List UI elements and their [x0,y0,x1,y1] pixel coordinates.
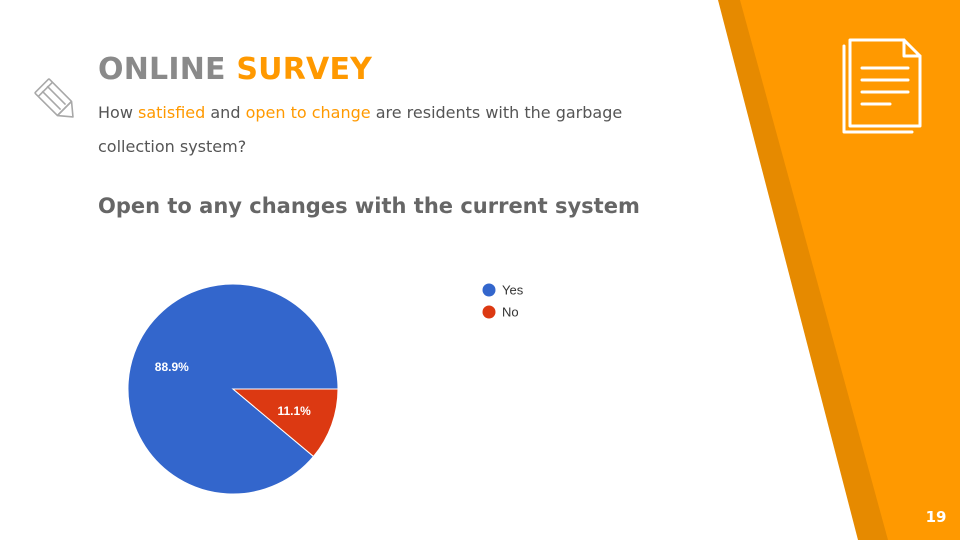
subtitle-text-3: are residents with the garbage collectio… [98,103,623,156]
pencil-icon [34,78,74,118]
legend-marker-yes [482,283,496,297]
pie-slice-no [231,388,339,458]
subtitle-text-1: How [98,103,138,122]
chart-title: Open to any changes with the current sys… [98,194,640,218]
page-number: 19 [925,508,947,526]
subtitle-highlight-open-to-change: open to change [245,103,371,122]
pie-label-yes: 88.9% [155,360,189,374]
title-word-online: ONLINE [98,52,226,87]
legend-marker-no [482,305,496,319]
document-icon [842,38,922,134]
slide-title: ONLINE SURVEY [98,52,372,87]
orange-panel [740,0,960,540]
subtitle-text-2: and [205,103,246,122]
slide-subtitle: How satisfied and open to change are res… [98,96,698,164]
title-word-survey: SURVEY [236,52,373,87]
legend-label-yes: Yes [502,283,524,298]
subtitle-highlight-satisfied: satisfied [138,103,206,122]
pie-label-no: 11.1% [277,404,311,418]
legend-label-no: No [502,305,519,320]
